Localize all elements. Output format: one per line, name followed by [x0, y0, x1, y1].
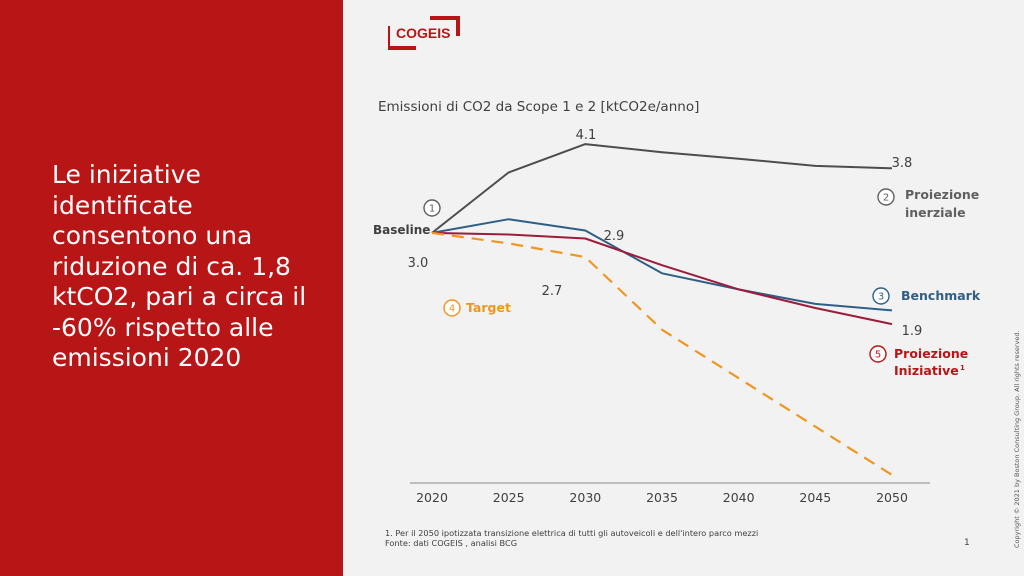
left-panel	[0, 0, 343, 576]
x-tick-label-2025: 2025	[493, 490, 525, 505]
legend-label-initiatives: Proiezione	[894, 346, 968, 361]
series-line-benchmark	[431, 218, 893, 312]
legend-label-inertial-line2: inerziale	[905, 205, 966, 220]
legend-label-benchmark: Benchmark	[901, 288, 981, 303]
legend-badge-initiatives-circle	[869, 345, 887, 363]
headline: Le iniziative identificate consentono un…	[52, 160, 307, 372]
legend-badge-benchmark: 3	[872, 287, 890, 305]
footnote-text: 1. Per il 2050 ipotizzata transizione el…	[385, 528, 759, 538]
x-tick-label-2045: 2045	[799, 490, 831, 505]
legend-badge-target: 4	[443, 299, 461, 317]
baseline-badge: 1	[423, 199, 441, 217]
legend-badge-target-circle	[443, 299, 461, 317]
series-line-proiezione-inerziale	[431, 143, 893, 234]
x-tick-label-2020: 2020	[416, 490, 448, 505]
x-tick-label-2040: 2040	[723, 490, 755, 505]
page-number: 1	[964, 538, 970, 548]
legend-badge-initiatives-number: 5	[875, 350, 881, 361]
baseline-label: Baseline	[373, 223, 430, 237]
legend-badge-inertial-circle	[877, 188, 895, 206]
svg-text:COGEIS: COGEIS	[396, 25, 450, 41]
data-label: 2.7	[542, 284, 563, 299]
legend-badge-inertial-number: 2	[883, 193, 889, 204]
data-label: 3.0	[408, 256, 429, 271]
legend-label-target: Target	[466, 300, 511, 315]
data-label: 1.9	[902, 324, 923, 339]
copyright: Copyright © 2021 by Boston Consulting Gr…	[1013, 330, 1021, 548]
legend-label-inertial: Proiezione	[905, 187, 979, 202]
footnote: 1. Per il 2050 ipotizzata transizione el…	[385, 528, 758, 548]
legend-badge-benchmark-number: 3	[878, 292, 884, 303]
baseline-badge-number: 1	[429, 204, 435, 215]
chart-title: Emissioni di CO2 da Scope 1 e 2 [ktCO2e/…	[378, 99, 700, 115]
legend-badge-target-number: 4	[449, 304, 455, 315]
emissions-chart: 2020 2025 2030 2035 2040 2045 2050 3.0 4.1 3.8 2.…	[373, 128, 981, 505]
legend-badge-benchmark-circle	[872, 287, 890, 305]
x-tick-label-2035: 2035	[646, 490, 678, 505]
data-label: 2.9	[604, 229, 625, 244]
legend-label-initiatives-sup: 1	[960, 364, 965, 372]
legend-badge-initiatives: 5	[869, 345, 887, 363]
source-text: Fonte: dati COGEIS , analisi BCG	[385, 538, 518, 548]
baseline-badge-circle	[423, 199, 441, 217]
cogeis-logo: COGEIS	[388, 16, 460, 50]
x-tick-label-2030: 2030	[569, 490, 601, 505]
legend-badge-inertial: 2	[877, 188, 895, 206]
x-tick-label-2050: 2050	[876, 490, 908, 505]
data-label: 3.8	[892, 156, 913, 171]
data-label: 4.1	[576, 128, 597, 143]
series-line-proiezione-iniziative	[431, 231, 893, 326]
legend-label-initiatives-line2: Iniziative	[894, 363, 959, 378]
series-line-target	[431, 231, 893, 476]
